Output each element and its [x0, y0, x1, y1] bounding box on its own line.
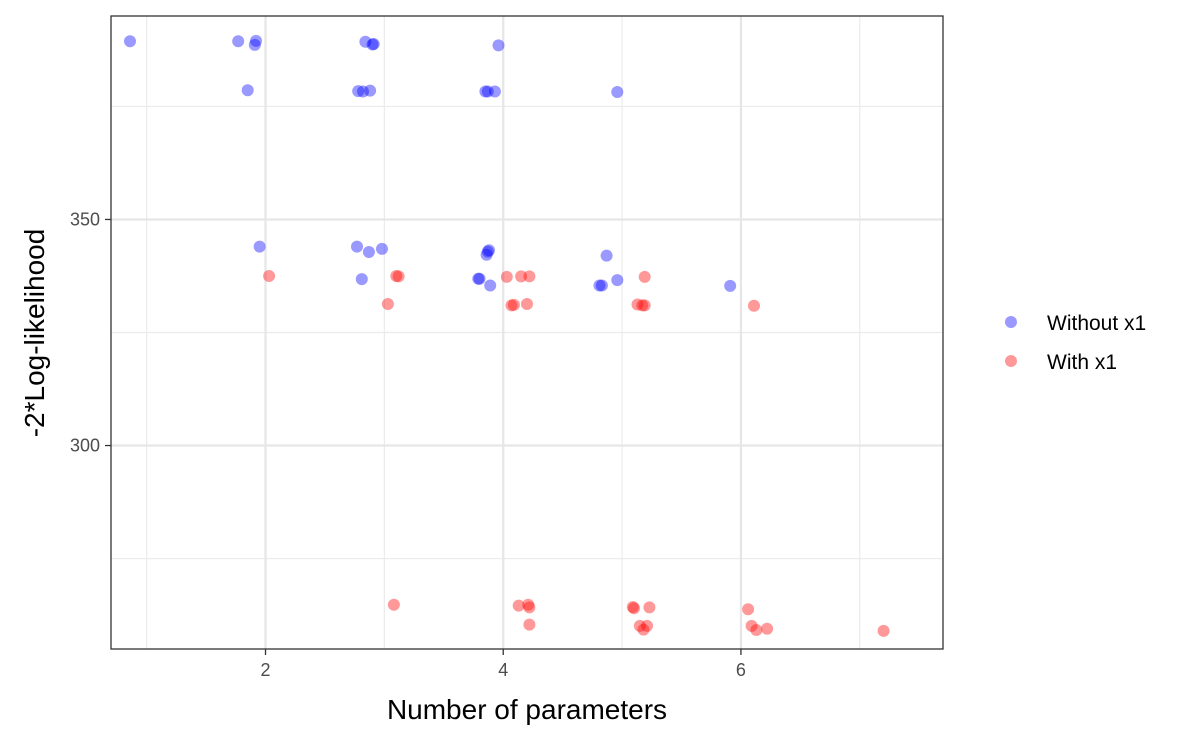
data-point-with-x1 [387, 598, 400, 611]
data-point-with-x1 [877, 624, 890, 637]
data-point-without-x1 [364, 84, 377, 97]
data-point-without-x1 [250, 34, 262, 47]
data-point-with-x1 [512, 599, 525, 612]
data-point-with-x1 [523, 270, 536, 283]
data-point-with-x1 [636, 299, 649, 312]
data-point-without-x1 [352, 85, 365, 98]
data-point-with-x1 [515, 270, 528, 283]
data-point-with-x1 [505, 299, 518, 312]
data-point-without-x1 [248, 38, 261, 51]
data-point-with-x1 [628, 602, 640, 615]
data-point-without-x1 [593, 279, 606, 292]
data-point-with-x1 [522, 598, 535, 611]
data-point-without-x1 [351, 240, 363, 253]
data-point-without-x1 [484, 279, 497, 292]
data-point-without-x1 [611, 274, 624, 287]
data-point-without-x1 [611, 86, 624, 98]
data-point-with-x1 [392, 270, 405, 283]
data-point-with-x1 [641, 619, 653, 632]
data-point-with-x1 [523, 618, 536, 631]
data-point-without-x1 [355, 273, 368, 286]
data-point-without-x1 [480, 248, 493, 261]
data-point-with-x1 [631, 298, 644, 311]
grid-layer [111, 16, 943, 649]
data-point-with-x1 [626, 601, 639, 613]
legend-label-with-x1: With x1 [1047, 351, 1117, 374]
data-point-without-x1 [481, 85, 494, 98]
data-point-with-x1 [638, 299, 651, 312]
data-point-without-x1 [359, 35, 372, 48]
data-point-without-x1 [488, 85, 501, 98]
data-point-with-x1 [381, 298, 394, 310]
data-point-without-x1 [367, 38, 380, 50]
data-point-without-x1 [357, 85, 369, 98]
data-point-with-x1 [761, 622, 774, 635]
data-point-with-x1 [638, 270, 651, 283]
data-point-with-x1 [745, 619, 758, 632]
data-point-without-x1 [724, 279, 737, 292]
data-point-without-x1 [492, 39, 505, 52]
axis-layer: 2 4 6 300 350 [70, 209, 746, 680]
x-axis-title: Number of parameters [387, 694, 667, 725]
points-layer [124, 34, 890, 637]
y-tick-label: 300 [70, 436, 100, 456]
data-point-with-x1 [500, 270, 513, 283]
data-point-without-x1 [483, 244, 495, 257]
data-point-without-x1 [481, 245, 494, 258]
legend-label-without-x1: Without x1 [1047, 312, 1146, 335]
legend-key-without-x1 [1005, 316, 1017, 328]
y-axis-title: -2*Log-likelihood [19, 229, 50, 438]
x-tick-label: 2 [261, 660, 271, 680]
data-point-without-x1 [376, 242, 388, 255]
data-point-without-x1 [232, 35, 245, 48]
data-point-without-x1 [366, 38, 379, 51]
data-point-without-x1 [124, 35, 136, 48]
data-point-without-x1 [253, 240, 266, 253]
data-point-with-x1 [523, 601, 536, 614]
data-point-with-x1 [637, 623, 650, 636]
data-point-without-x1 [479, 85, 492, 98]
data-point-with-x1 [750, 624, 763, 636]
data-point-with-x1 [507, 298, 520, 311]
data-point-with-x1 [263, 270, 276, 282]
data-point-without-x1 [595, 279, 608, 292]
data-point-with-x1 [748, 299, 760, 312]
legend-key-with-x1 [1005, 355, 1017, 367]
data-point-with-x1 [643, 601, 656, 614]
data-point-without-x1 [600, 249, 613, 262]
x-tick-label: 6 [736, 660, 746, 680]
legend: Without x1 With x1 [1005, 312, 1146, 374]
data-point-with-x1 [742, 603, 755, 616]
data-point-without-x1 [473, 272, 486, 285]
panel-border [110, 15, 944, 650]
data-point-with-x1 [521, 298, 533, 310]
x-tick-label: 4 [498, 660, 508, 680]
data-point-with-x1 [390, 270, 403, 282]
y-tick-label: 350 [70, 209, 100, 229]
data-point-without-x1 [472, 272, 485, 285]
data-point-with-x1 [633, 619, 646, 632]
data-point-without-x1 [362, 246, 375, 258]
data-point-without-x1 [241, 84, 254, 97]
